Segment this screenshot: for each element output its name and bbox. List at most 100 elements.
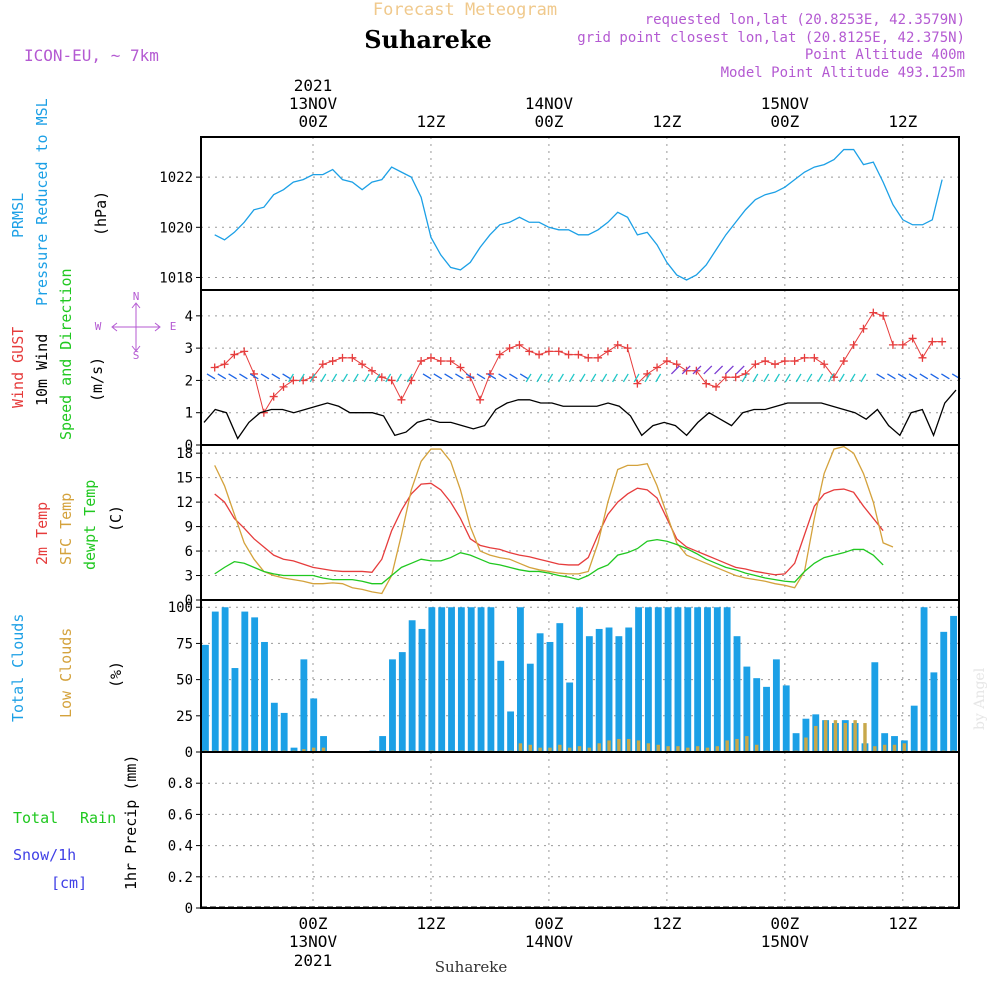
wind-direction-arrow — [309, 373, 316, 383]
low-cloud-bar — [705, 747, 710, 752]
gust-marker — [613, 340, 622, 349]
total-clouds-label: Total Clouds — [9, 614, 27, 722]
wind-direction-arrow — [919, 373, 929, 380]
gust-marker — [289, 376, 298, 385]
sfc-temp-line — [214, 445, 894, 595]
total-cloud-bar — [802, 718, 810, 752]
point-altitude: Point Altitude 400m — [805, 47, 965, 63]
total-cloud-bar — [772, 659, 780, 752]
model-altitude: Model Point Altitude 493.125m — [721, 65, 965, 81]
gust-marker — [918, 353, 927, 362]
gust-marker — [456, 363, 465, 372]
total-cloud-bar — [310, 698, 318, 752]
low-clouds-label: Low Clouds — [57, 628, 75, 718]
top-axis-label: 13NOV — [289, 94, 338, 113]
panel-frame — [200, 751, 960, 909]
snow-label: Snow/1h — [13, 846, 76, 864]
wind-direction-arrow — [568, 373, 575, 383]
gust-marker — [515, 340, 524, 349]
total-cloud-bar — [428, 607, 436, 752]
bottom-axis-label: 14NOV — [525, 932, 574, 951]
panel-4: 0 25 50 75 100 — [168, 599, 960, 761]
low-cloud-bar — [892, 744, 897, 752]
bottom-axis-label: 15NOV — [761, 932, 810, 951]
total-cloud-bar — [231, 668, 239, 752]
low-cloud-bar — [627, 738, 631, 752]
wind-direction-arrow — [476, 373, 486, 380]
y-tick-label: 18 — [176, 446, 193, 462]
total-cloud-bar — [389, 659, 396, 752]
low-cloud-bar — [567, 747, 572, 752]
total-cloud-bar — [664, 607, 672, 752]
y-tick-label: 1 — [185, 406, 193, 422]
gust-marker — [820, 360, 829, 369]
total-cloud-bar — [743, 666, 751, 752]
wind-direction-arrow — [590, 373, 597, 383]
low-cloud-bar — [686, 747, 690, 752]
wind-direction-arrow — [741, 373, 748, 383]
y-tick-label: 15 — [176, 471, 193, 487]
wind-direction-arrow — [806, 373, 813, 383]
gust-line — [214, 312, 943, 414]
wind-direction-arrow — [282, 373, 291, 380]
bottom-axis-label: 13NOV — [289, 932, 338, 951]
product-title: Forecast Meteogram — [373, 0, 557, 20]
gust-marker — [721, 373, 730, 382]
pressure-label: Pressure Reduced to MSL — [33, 98, 51, 306]
y-tick-label: 1022 — [159, 170, 193, 186]
total-cloud-bar — [950, 615, 957, 752]
y-tick-label: 0 — [185, 745, 193, 761]
low-cloud-bar — [607, 740, 611, 752]
precip-label: 1hr Precip (mm) — [122, 755, 140, 890]
total-cloud-bar — [654, 607, 662, 752]
low-cloud-bar — [577, 746, 582, 752]
gust-marker — [358, 360, 367, 369]
total-cloud-bar — [517, 607, 524, 752]
total-cloud-bar — [723, 607, 731, 752]
low-cloud-bar — [587, 747, 592, 752]
wind-direction-arrow — [849, 373, 856, 383]
y-tick-label: 3 — [185, 569, 193, 585]
low-cloud-bar — [311, 747, 316, 752]
total-cloud-bar — [398, 652, 406, 752]
compass-w: W — [95, 320, 102, 333]
wind-direction-arrow — [239, 373, 248, 380]
y-tick-label: 2 — [185, 373, 193, 389]
low-cloud-bar — [695, 746, 700, 752]
gust-marker — [230, 350, 239, 359]
wind-direction-arrow — [320, 373, 327, 383]
wind-direction-arrow — [342, 373, 348, 383]
total-cloud-bar — [625, 627, 633, 752]
low-cloud-bar — [646, 743, 651, 752]
y-tick-label: 75 — [176, 636, 193, 652]
y-tick-label: 50 — [176, 673, 193, 689]
total-label: Total — [13, 809, 58, 827]
compass-e: E — [170, 320, 177, 333]
gridpoint-coords: grid point closest lon,lat (20.8125E, 42… — [577, 30, 965, 46]
model-label: ICON-EU, ~ 7km — [24, 46, 159, 65]
wind-direction-arrow — [509, 373, 518, 380]
wind10-label: 10m Wind — [33, 334, 51, 406]
wind-direction-arrow — [455, 373, 464, 380]
gust-marker — [849, 340, 858, 349]
wind-direction-arrow — [601, 373, 608, 383]
t2m-label: 2m Temp — [33, 502, 51, 565]
panel-frame — [200, 444, 960, 601]
dewpt-label: dewpt Temp — [81, 480, 99, 570]
wind-direction-arrow — [897, 373, 907, 380]
total-cloud-bar — [635, 607, 642, 752]
gust-marker — [338, 353, 347, 362]
total-cloud-bar — [467, 607, 475, 752]
y-tick-label: 100 — [168, 600, 193, 616]
wind-direction-arrow — [622, 373, 629, 383]
wind-direction-arrow — [385, 373, 392, 383]
gust-marker — [574, 350, 583, 359]
y-tick-label: 12 — [176, 495, 193, 511]
gust-marker — [790, 357, 799, 366]
wind-direction-arrow — [795, 373, 802, 383]
wind-direction-arrow — [876, 373, 885, 380]
gust-marker — [898, 340, 907, 349]
wind-direction-arrow — [249, 373, 259, 380]
panel-3: 0 3 6 9 12 15 18 — [176, 444, 960, 609]
